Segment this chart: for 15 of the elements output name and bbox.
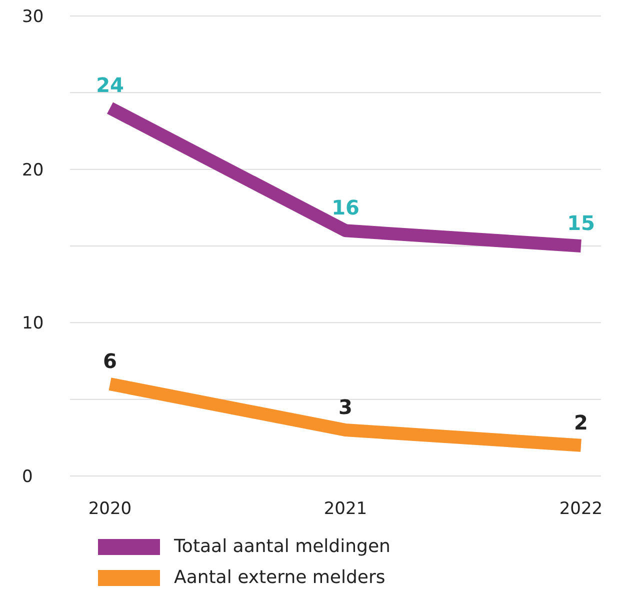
legend-label: Totaal aantal meldingen xyxy=(174,536,390,557)
x-tick-label: 2020 xyxy=(88,499,132,520)
data-label: 24 xyxy=(96,73,124,97)
data-label: 6 xyxy=(103,349,117,373)
data-label: 15 xyxy=(567,211,595,235)
data-label: 3 xyxy=(338,395,352,419)
y-tick-label: 10 xyxy=(22,314,44,334)
data-label: 2 xyxy=(574,410,588,434)
x-tick-label: 2021 xyxy=(324,499,368,520)
legend-label: Aantal externe melders xyxy=(174,567,386,588)
y-tick-label: 30 xyxy=(22,7,44,28)
x-tick-label: 2022 xyxy=(559,499,603,520)
data-label: 16 xyxy=(332,196,360,220)
y-tick-label: 0 xyxy=(22,467,33,488)
y-tick-label: 20 xyxy=(22,160,44,180)
